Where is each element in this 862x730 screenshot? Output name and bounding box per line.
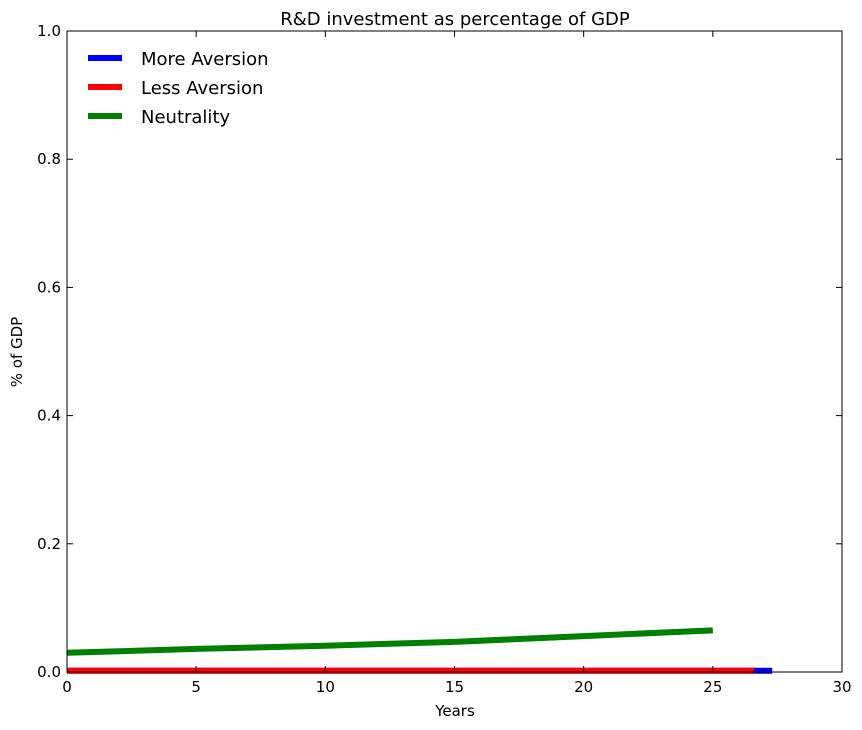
x-tick-label: 15 — [445, 678, 464, 696]
x-ticks: 0 5 10 15 20 25 30 — [62, 31, 852, 696]
y-tick-label: 0.0 — [37, 663, 61, 681]
chart-title: R&D investment as percentage of GDP — [280, 9, 630, 30]
y-tick-label: 1.0 — [37, 22, 61, 40]
legend-label-2: Less Aversion — [141, 78, 263, 99]
y-axis-label: % of GDP — [8, 317, 26, 387]
x-tick-label: 20 — [574, 678, 593, 696]
x-tick-label: 10 — [316, 678, 335, 696]
legend-label-3: Neutrality — [141, 107, 230, 128]
y-tick-label: 0.4 — [37, 407, 61, 425]
y-tick-label: 0.6 — [37, 278, 61, 296]
plot-lines — [66, 627, 773, 674]
x-tick-label: 30 — [832, 678, 851, 696]
x-tick-label: 5 — [191, 678, 201, 696]
y-tick-label: 0.8 — [37, 150, 61, 168]
y-ticks: 0.0 0.2 0.4 0.6 0.8 1.0 — [37, 22, 842, 681]
x-axis-label: Years — [434, 702, 475, 720]
x-tick-label: 25 — [703, 678, 722, 696]
series-line-3 — [66, 627, 713, 656]
legend-label-1: More Aversion — [141, 49, 269, 70]
legend: More Aversion Less Aversion Neutrality — [88, 49, 269, 128]
y-tick-label: 0.2 — [37, 535, 61, 553]
x-tick-label: 0 — [62, 678, 72, 696]
